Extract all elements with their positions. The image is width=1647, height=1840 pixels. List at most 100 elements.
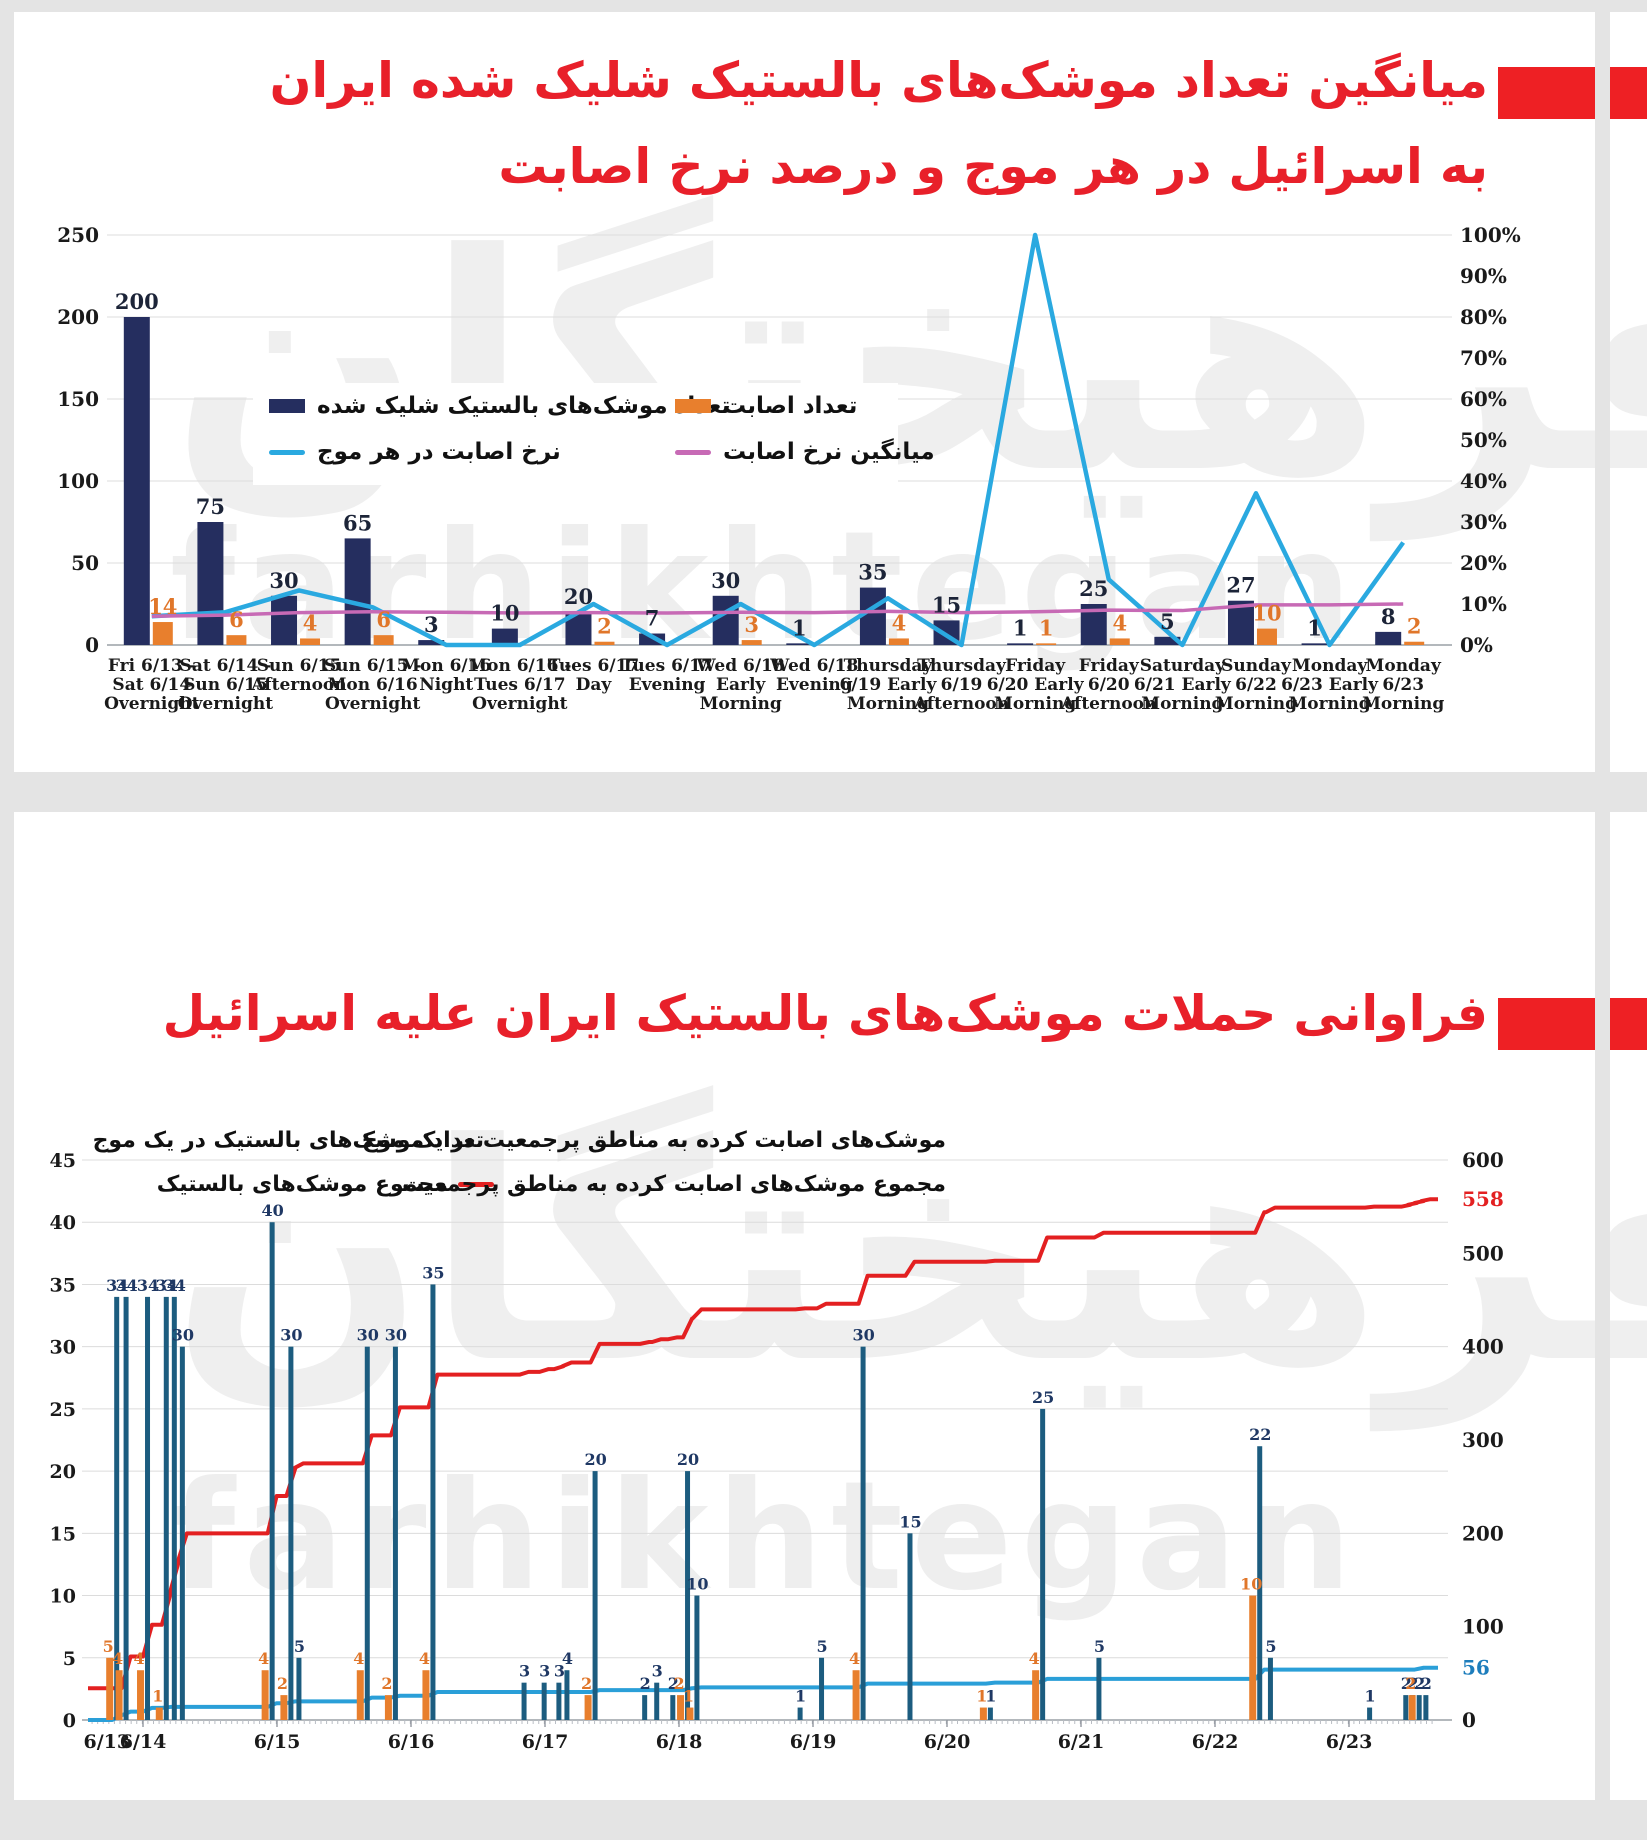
x-category-label: 6/20 Early <box>987 675 1085 695</box>
legend-cum-fired-label: مجموع موشک‌های بالستیک <box>156 1172 448 1197</box>
wave-fired-label: 2 <box>1421 1674 1432 1693</box>
hit-bar <box>373 635 394 645</box>
day-label: 6/16 <box>388 1731 435 1753</box>
x-category-label: Friday <box>1005 656 1066 676</box>
wave-fired-bar <box>860 1346 866 1720</box>
wave-fired-label: 2 <box>1407 1674 1418 1693</box>
x-category-label: Sunday <box>1221 656 1292 676</box>
x-category-label: Tues 6/17 <box>474 675 565 695</box>
hit-value-label: 4 <box>1112 610 1127 635</box>
wave-fired-label: 3 <box>554 1662 565 1681</box>
hit-value-label: 2 <box>597 614 612 639</box>
wave-fired-label: 5 <box>294 1637 305 1656</box>
fired-value-label: 65 <box>343 510 372 535</box>
fired-value-label: 35 <box>858 560 887 585</box>
chart2-svg: 0510152025303540450100200300400500600558… <box>50 1148 1504 1753</box>
wave-fired-label: 30 <box>357 1326 379 1345</box>
fired-value-label: 25 <box>1079 576 1108 601</box>
y-left-tick: 5 <box>63 1648 76 1670</box>
x-category-label: Mon 6/16 - <box>468 656 571 676</box>
chart1-title-line1: میانگین تعداد موشک‌های بالستیک شلیک شده … <box>269 52 1488 109</box>
hit-bar <box>300 638 321 645</box>
x-category-label: Monday <box>1366 656 1442 676</box>
wave-hits-bar <box>422 1670 430 1720</box>
y-left-tick: 45 <box>50 1150 76 1172</box>
x-category-label: Saturday <box>1140 656 1226 676</box>
hit-rate-line <box>151 232 1406 648</box>
y-left-tick: 30 <box>50 1337 76 1359</box>
wave-fired-bar <box>288 1346 294 1720</box>
x-category-label: Morning <box>1215 694 1297 714</box>
wave-hits-label: 10 <box>1240 1575 1262 1594</box>
wave-fired-label: 5 <box>1265 1637 1276 1656</box>
wave-fired-label: 15 <box>899 1512 921 1531</box>
x-category-label: Friday <box>1079 656 1140 676</box>
x-category-label: Night <box>419 675 473 695</box>
fired-value-label: 15 <box>932 592 961 617</box>
x-category-label: Overnight <box>104 694 200 714</box>
fired-value-label: 1 <box>1013 615 1028 640</box>
x-category-label: 6/20 <box>1088 675 1130 695</box>
y-left-tick: 15 <box>50 1523 76 1545</box>
x-category-label: Thursday <box>844 656 934 676</box>
wave-fired-label: 30 <box>385 1326 407 1345</box>
day-label: 6/18 <box>656 1731 703 1753</box>
wave-fired-bar <box>654 1682 660 1720</box>
x-category-label: Evening <box>629 675 706 695</box>
hit-value-label: 10 <box>1252 601 1281 626</box>
wave-hits-bar <box>137 1670 145 1720</box>
wave-hits-bar <box>280 1695 288 1720</box>
x-category-label: Sat 6/14 <box>112 675 191 695</box>
wave-fired-label: 40 <box>262 1201 284 1220</box>
wave-fired-bar <box>1096 1657 1102 1720</box>
x-category-label: Early <box>716 675 766 695</box>
x-category-label: Overnight <box>325 694 421 714</box>
wave-fired-label: 5 <box>816 1637 827 1656</box>
hit-value-label: 2 <box>1407 614 1422 639</box>
wave-fired-bar <box>430 1284 436 1720</box>
hit-bar <box>152 622 173 645</box>
y-left-tick: 10 <box>50 1586 76 1608</box>
y-right-tick: 70% <box>1460 346 1507 370</box>
wave-fired-bar <box>1267 1657 1273 1720</box>
x-category-label: 6/19 Early <box>839 675 937 695</box>
hit-bar <box>741 640 762 645</box>
x-category-label: Thursday <box>917 656 1007 676</box>
y-right-tick: 50% <box>1460 428 1507 452</box>
y-left-tick: 250 <box>57 223 99 247</box>
fired-bar-swatch <box>269 399 305 413</box>
wave-fired-bar <box>1257 1446 1263 1720</box>
fired-value-label: 1 <box>1307 615 1322 640</box>
wave-fired-label: 1 <box>985 1687 996 1706</box>
y-left-tick: 200 <box>57 305 99 329</box>
wave-hits-bar <box>852 1670 860 1720</box>
wave-hits-bar <box>677 1695 685 1720</box>
fired-bar <box>1007 643 1034 645</box>
day-label: 6/14 <box>120 1731 167 1753</box>
hit-bars <box>152 622 1425 645</box>
wave-hits-bar <box>979 1707 987 1720</box>
fired-bar <box>1154 636 1181 645</box>
wave-fired-bar <box>296 1657 302 1720</box>
x-category-label: 6/19 <box>941 675 983 695</box>
wave-fired-label: 1 <box>795 1687 806 1706</box>
y-right-tick: 40% <box>1460 469 1507 493</box>
watermark-farsi-bottom: فرهیختگان <box>170 1080 1647 1429</box>
wave-fired-label: 35 <box>422 1263 444 1282</box>
x-category-label: Overnight <box>178 694 274 714</box>
x-category-label: Evening <box>776 675 853 695</box>
y-left-tick: 25 <box>50 1399 76 1421</box>
wave-fired-bar <box>179 1346 185 1720</box>
wave-fired-bar <box>642 1695 648 1720</box>
wave-fired-label: 2 <box>640 1674 651 1693</box>
wave-fired-bar <box>392 1346 398 1720</box>
wave-fired-label: 5 <box>1094 1637 1105 1656</box>
x-category-label: 6/21 Early <box>1134 675 1232 695</box>
wave-fired-bar <box>556 1682 562 1720</box>
wave-hits-bar <box>356 1670 364 1720</box>
fired-value-label: 30 <box>269 568 298 593</box>
x-category-label: Mon 6/16 <box>328 675 418 695</box>
legend-wave-hits-label: موشک‌های اصابت کرده به مناطق پرجمعیت در … <box>361 1128 946 1153</box>
fired-value-label: 8 <box>1381 604 1396 629</box>
fired-bar <box>418 640 445 645</box>
